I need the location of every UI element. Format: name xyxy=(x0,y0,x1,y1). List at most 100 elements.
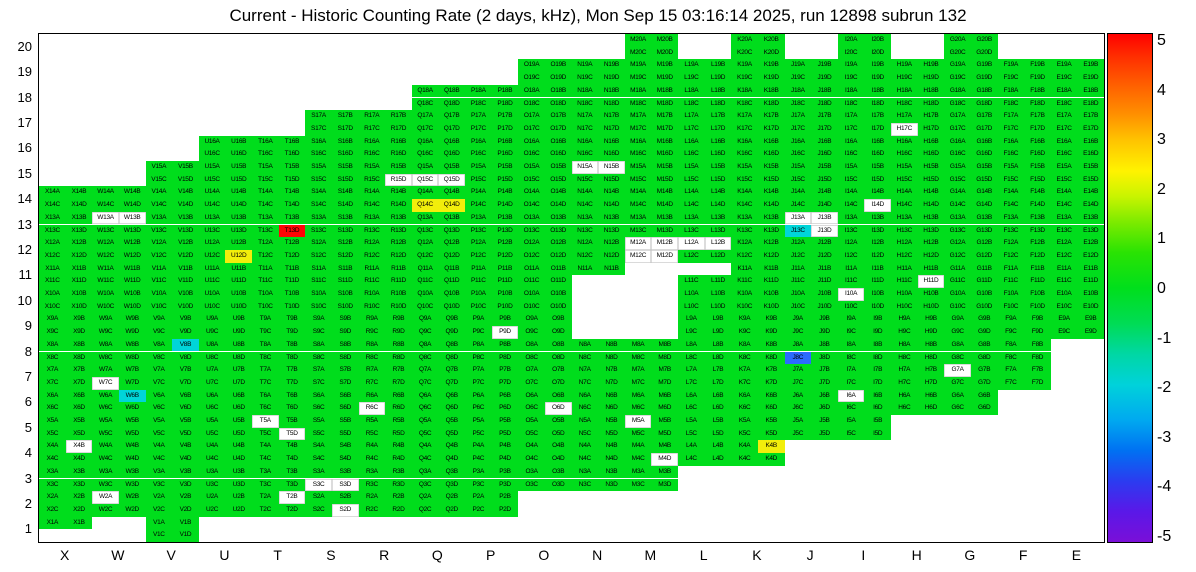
grid-cell: M3C xyxy=(624,478,652,492)
grid-cell: L9D xyxy=(704,326,732,339)
grid-cell: N4B xyxy=(598,440,625,454)
grid-cell: O15A xyxy=(518,161,545,174)
grid-cell: T12C xyxy=(252,249,279,263)
grid-cell: M20D xyxy=(651,46,678,60)
grid-cell: J10B xyxy=(811,288,838,301)
grid-cell: W2B xyxy=(118,491,146,504)
grid-cell: X10C xyxy=(39,300,66,314)
y-axis-label: 16 xyxy=(17,140,32,156)
grid-cell: T2C xyxy=(252,503,279,517)
grid-cell: T10A xyxy=(252,288,279,301)
grid-cell: F15A xyxy=(997,161,1025,174)
grid-cell: H7C xyxy=(891,376,918,390)
grid-cell: E19B xyxy=(1077,59,1104,73)
grid-cell: R15C xyxy=(358,173,386,187)
grid-cell: X5D xyxy=(65,427,93,441)
grid-cell: R3B xyxy=(385,465,412,479)
grid-cell: X4C xyxy=(39,453,66,466)
grid-cell: O14B xyxy=(544,186,572,200)
grid-cell: G17B xyxy=(970,110,998,123)
grid-cell: T16B xyxy=(278,135,306,149)
grid-cell: N13B xyxy=(598,211,625,225)
grid-cell: P9D xyxy=(491,326,519,339)
grid-cell: N11A xyxy=(571,262,599,276)
grid-cell: P17A xyxy=(465,110,492,123)
grid-cell: M19A xyxy=(624,59,652,73)
grid-cell: F12B xyxy=(1024,237,1051,250)
grid-cell: J5C xyxy=(784,427,812,441)
grid-cell: F16C xyxy=(997,148,1025,161)
grid-cell: Q6A xyxy=(411,389,439,403)
grid-cell: N17A xyxy=(571,110,599,123)
grid-cell: T2B xyxy=(278,491,306,504)
grid-cell: H11D xyxy=(917,275,945,288)
grid-cell: U2D xyxy=(225,503,252,517)
grid-cell: U10C xyxy=(198,300,226,314)
grid-cell: X12C xyxy=(39,249,66,263)
grid-cell: O7D xyxy=(544,376,572,390)
grid-cell: G13D xyxy=(970,224,998,238)
grid-cell: T6C xyxy=(252,402,279,415)
grid-cell: P7A xyxy=(465,364,492,377)
grid-cell: T4A xyxy=(252,440,279,454)
grid-cell: R7B xyxy=(385,364,412,377)
grid-cell: X13D xyxy=(65,224,93,238)
chart-title: Current - Historic Counting Rate (2 days… xyxy=(229,6,967,25)
x-axis-label: L xyxy=(699,547,708,563)
grid-cell: Q8B xyxy=(438,338,465,352)
grid-cell: I12B xyxy=(864,237,891,250)
grid-cell: H18A xyxy=(891,84,918,98)
grid-cell: U10A xyxy=(198,288,226,301)
grid-cell: M3B xyxy=(651,465,678,479)
grid-cell: G7B xyxy=(970,364,998,377)
grid-cell: U8C xyxy=(198,351,226,365)
grid-cell: X7A xyxy=(39,364,66,377)
grid-cell: N19D xyxy=(598,72,625,85)
grid-cell: L13B xyxy=(704,211,732,225)
grid-cell: G11B xyxy=(970,262,998,276)
grid-cell: Q7A xyxy=(411,364,439,377)
grid-cell: W3D xyxy=(118,478,146,492)
grid-cell: U9C xyxy=(198,326,226,339)
grid-cell: W2A xyxy=(92,491,119,504)
grid-cell: Q13A xyxy=(411,211,439,225)
grid-cell: R10D xyxy=(385,300,412,314)
grid-cell: Q12B xyxy=(438,237,465,250)
grid-cell: X1B xyxy=(65,516,93,530)
grid-cell: R13B xyxy=(385,211,412,225)
grid-cell: I16A xyxy=(837,135,865,149)
grid-cell: V7A xyxy=(145,364,173,377)
grid-cell: G15D xyxy=(970,173,998,187)
grid-cell: O9A xyxy=(518,313,545,327)
y-axis-label: 7 xyxy=(24,368,32,384)
grid-cell: K20A xyxy=(731,34,758,47)
grid-cell: P17B xyxy=(491,110,519,123)
grid-cell: O14C xyxy=(518,199,545,212)
grid-cell: M4D xyxy=(651,453,678,466)
colorbar-tick-label: 1 xyxy=(1157,230,1166,248)
grid-cell: F17A xyxy=(997,110,1025,123)
grid-cell: W12A xyxy=(92,237,119,250)
grid-cell: H10C xyxy=(891,300,918,314)
grid-cell: J18C xyxy=(784,97,812,111)
grid-cell: U5A xyxy=(198,415,226,428)
grid-cell: X10A xyxy=(39,288,66,301)
grid-cell: M13B xyxy=(651,211,678,225)
grid-cell: W12C xyxy=(92,249,119,263)
grid-cell: S2A xyxy=(305,491,332,504)
grid-cell: R17A xyxy=(358,110,386,123)
grid-cell: W12B xyxy=(118,237,146,250)
grid-cell: I20C xyxy=(837,46,865,60)
grid-cell: E11A xyxy=(1050,262,1078,276)
grid-cell: L9A xyxy=(678,313,705,327)
grid-cell: X5A xyxy=(39,415,66,428)
grid-cell: E18B xyxy=(1077,84,1104,98)
grid-cell: N15B xyxy=(598,161,625,174)
grid-cell: K7B xyxy=(757,364,785,377)
y-axis-label: 17 xyxy=(17,114,32,130)
grid-cell: O15D xyxy=(544,173,572,187)
grid-cell: N4C xyxy=(571,453,599,466)
grid-cell: I12C xyxy=(837,249,865,263)
grid-cell: Q2C xyxy=(411,503,439,517)
grid-cell: T15A xyxy=(252,161,279,174)
